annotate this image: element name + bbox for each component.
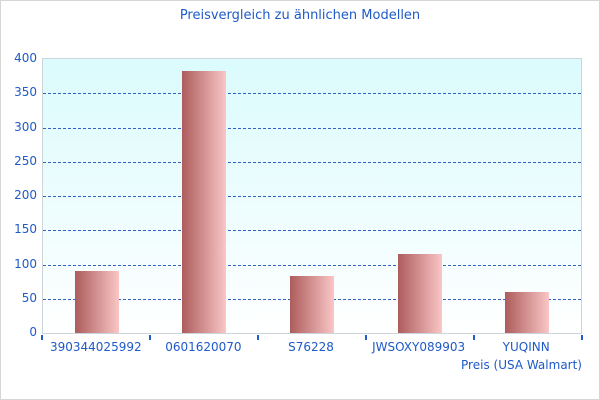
gridline-300 bbox=[43, 127, 581, 129]
plot-area bbox=[42, 58, 582, 334]
y-tick-label-350: 350 bbox=[14, 85, 37, 100]
bar-S76228 bbox=[290, 276, 334, 333]
y-tick-label-200: 200 bbox=[14, 188, 37, 202]
gridline-200 bbox=[43, 196, 581, 197]
x-axis-tick bbox=[41, 335, 43, 340]
x-axis-tick bbox=[581, 335, 583, 340]
y-tick-label-100: 100 bbox=[14, 256, 37, 271]
x-axis-tick bbox=[257, 335, 259, 340]
gridline-250 bbox=[43, 161, 581, 163]
x-tick-label-390344025992: 390344025992 bbox=[49, 340, 142, 354]
x-tick-label-0601620070: 0601620070 bbox=[165, 340, 242, 354]
x-axis-tick bbox=[365, 335, 367, 340]
bar-390344025992 bbox=[74, 271, 119, 333]
x-axis-tick bbox=[473, 335, 475, 340]
x-axis-title: Preis (USA Walmart) bbox=[461, 358, 582, 372]
gridline-350 bbox=[43, 93, 581, 95]
bar-YUQINN bbox=[505, 291, 550, 333]
y-tick-label-250: 250 bbox=[14, 153, 37, 168]
x-tick-label-S76228: S76228 bbox=[288, 340, 334, 354]
x-axis-tick bbox=[149, 335, 151, 340]
x-tick-label-JWSOXY089903: JWSOXY089903 bbox=[372, 340, 466, 354]
y-tick-label-400: 400 bbox=[14, 51, 37, 65]
y-tick-label-300: 300 bbox=[14, 119, 37, 134]
bar-0601620070 bbox=[182, 70, 227, 333]
x-tick-label-YUQINN: YUQINN bbox=[502, 340, 550, 354]
gridline-150 bbox=[43, 230, 581, 232]
y-tick-label-150: 150 bbox=[14, 222, 37, 237]
y-tick-label-50: 50 bbox=[21, 290, 37, 305]
gridline-100 bbox=[43, 264, 581, 266]
y-tick-label-0: 0 bbox=[29, 325, 37, 339]
chart-title: Preisvergleich zu ähnlichen Modellen bbox=[179, 8, 421, 23]
bar-JWSOXY089903 bbox=[397, 254, 442, 333]
